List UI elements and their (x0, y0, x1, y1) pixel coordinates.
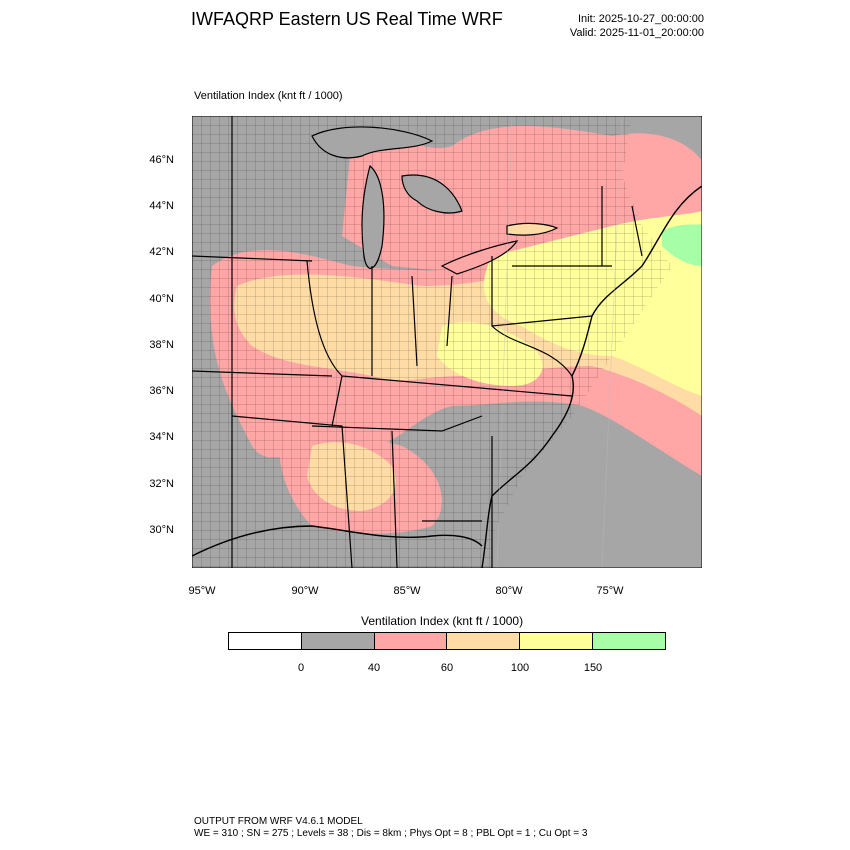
lat-label: 46°N (149, 154, 174, 166)
lon-label: 75°W (596, 585, 624, 597)
colorbar (228, 632, 666, 650)
ventilation-index-map (192, 116, 702, 568)
lat-label: 34°N (149, 431, 174, 443)
lon-label: 80°W (495, 585, 523, 597)
colorbar-swatch (447, 633, 521, 649)
model-config: WE = 310 ; SN = 275 ; Levels = 38 ; Dis … (194, 828, 588, 839)
init-time: Init: 2025-10-27_00:00:00 (578, 13, 704, 25)
colorbar-swatch (301, 633, 375, 649)
colorbar-tick: 60 (440, 662, 454, 674)
colorbar-swatch (520, 633, 594, 649)
valid-time: Valid: 2025-11-01_20:00:00 (569, 27, 704, 39)
colorbar-swatch (593, 633, 665, 649)
colorbar-tick: 0 (297, 662, 305, 674)
gulf-coast (192, 525, 483, 557)
plot-title: IWFAQRP Eastern US Real Time WRF (191, 9, 503, 29)
green-zone (662, 224, 702, 266)
state-borders (192, 116, 643, 568)
lat-label: 44°N (149, 200, 174, 212)
colorbar-title: Ventilation Index (knt ft / 1000) (361, 614, 524, 628)
lake-superior (311, 126, 434, 159)
lat-label: 42°N (149, 246, 174, 258)
lat-label: 30°N (149, 524, 174, 536)
lon-label: 85°W (393, 585, 421, 597)
east-coast (481, 185, 702, 568)
colorbar-tick: 100 (510, 662, 530, 674)
graticule (496, 116, 623, 568)
field-title: Ventilation Index (knt ft / 1000) (194, 90, 343, 102)
colorbar-tick: 40 (367, 662, 381, 674)
lon-label: 90°W (291, 585, 319, 597)
lon-label: 95°W (188, 585, 216, 597)
lake-ontario (506, 222, 559, 236)
lake-huron (401, 174, 463, 214)
lat-label: 36°N (149, 385, 174, 397)
model-info: OUTPUT FROM WRF V4.6.1 MODEL (194, 816, 363, 827)
colorbar-tick: 150 (583, 662, 603, 674)
lat-label: 32°N (149, 478, 174, 490)
lake-erie (440, 240, 519, 275)
colorbar-swatch (229, 633, 302, 649)
lat-label: 38°N (149, 339, 174, 351)
colorbar-swatch (374, 633, 448, 649)
lat-label: 40°N (149, 293, 174, 305)
